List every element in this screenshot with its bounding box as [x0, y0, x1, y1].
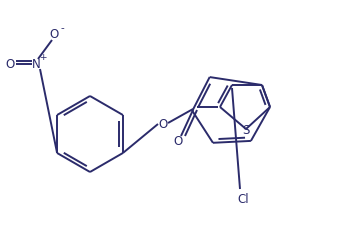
Text: N: N	[32, 58, 40, 71]
Text: O: O	[5, 58, 15, 71]
Text: O: O	[49, 28, 59, 41]
Text: O: O	[174, 135, 183, 148]
Text: -: -	[60, 23, 64, 33]
Text: +: +	[39, 53, 47, 62]
Text: O: O	[158, 118, 168, 131]
Text: S: S	[242, 124, 250, 137]
Text: Cl: Cl	[237, 193, 249, 206]
